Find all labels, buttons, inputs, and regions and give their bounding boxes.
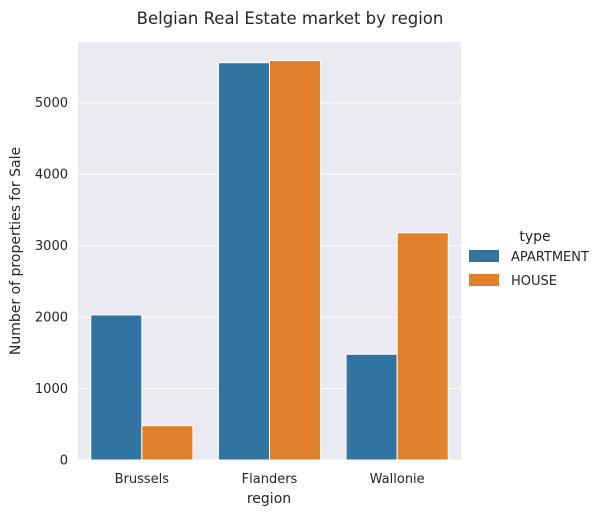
legend-title: type	[519, 229, 550, 245]
bar-house-wallonie	[396, 232, 449, 461]
legend: type APARTMENT HOUSE	[469, 229, 589, 289]
y-tick-label: 4000	[35, 168, 68, 183]
bar-apartment-wallonie	[345, 353, 398, 461]
bar-apartment-flanders	[217, 62, 270, 461]
x-tick-label: Brussels	[115, 472, 170, 487]
y-tick-label: 3000	[35, 239, 68, 254]
bar-house-brussels	[141, 425, 194, 461]
x-tick-label: Wallonie	[370, 472, 425, 487]
y-tick-label: 0	[60, 454, 68, 469]
x-axis-title: region	[247, 491, 291, 507]
y-axis-title: Number of properties for Sale	[8, 147, 24, 355]
legend-label: HOUSE	[511, 274, 557, 289]
y-tick-labels: 0 1000 2000 3000 4000 5000	[35, 96, 68, 468]
bar-apartment-brussels	[90, 314, 143, 461]
x-tick-labels: Brussels Flanders Wallonie	[115, 472, 425, 487]
bars	[90, 60, 449, 461]
legend-label: APARTMENT	[511, 250, 589, 265]
y-tick-label: 2000	[35, 311, 68, 326]
legend-swatch	[469, 274, 499, 286]
legend-swatch	[469, 250, 499, 262]
chart-title: Belgian Real Estate market by region	[137, 9, 444, 28]
bar-house-flanders	[269, 60, 322, 461]
x-tick-label: Flanders	[242, 472, 298, 487]
y-tick-label: 5000	[35, 96, 68, 111]
y-tick-label: 1000	[35, 382, 68, 397]
